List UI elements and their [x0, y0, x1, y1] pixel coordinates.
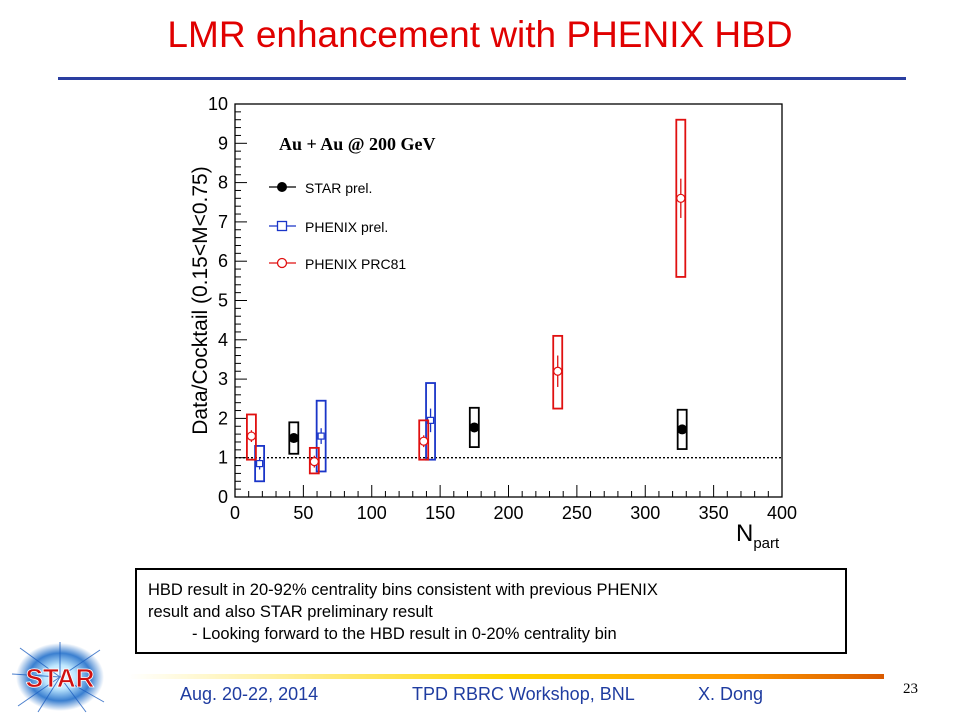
star-logo: STAR — [11, 642, 105, 713]
systematic-error-box — [425, 382, 436, 461]
data-point — [553, 366, 563, 376]
y-tick-label: 3 — [218, 369, 228, 389]
footer-author: X. Dong — [698, 684, 764, 704]
x-tick-label: 250 — [562, 503, 592, 523]
y-tick-label: 0 — [218, 487, 228, 507]
data-point — [288, 433, 299, 444]
legend-label: PHENIX PRC81 — [305, 256, 406, 272]
summary-note-line-1: HBD result in 20-92% centrality bins con… — [148, 581, 658, 599]
summary-note-line-3: - Looking forward to the HBD result in 0… — [192, 625, 617, 643]
x-tick-label: 350 — [699, 503, 729, 523]
y-tick-label: 8 — [218, 173, 228, 193]
x-tick-label: 150 — [425, 503, 455, 523]
data-point — [676, 193, 686, 203]
legend-label: STAR prel. — [305, 180, 372, 196]
star-logo-tracks — [11, 642, 105, 713]
legend-label: PHENIX prel. — [305, 219, 388, 235]
ratio-chart: 0 50 100 150 200 250 300 350 400 0 1 2 3 4 5 6 7 8 9 10 Data… — [189, 94, 797, 552]
y-tick-label: 9 — [218, 133, 228, 153]
legend-marker — [276, 220, 288, 232]
y-tick-label: 7 — [218, 212, 228, 232]
slide-title: LMR enhancement with PHENIX HBD — [167, 14, 793, 55]
data-point — [309, 457, 319, 467]
x-axis-label: Npart — [736, 520, 780, 552]
x-tick-label: 100 — [357, 503, 387, 523]
collision-system-label: Au + Au @ 200 GeV — [279, 134, 436, 154]
data-point — [246, 431, 257, 441]
y-tick-label: 4 — [218, 330, 228, 350]
summary-note-line-2: result and also STAR preliminary result — [148, 603, 433, 621]
data-point — [677, 424, 688, 435]
systematic-error-box — [418, 419, 430, 461]
footer-event: TPD RBRC Workshop, BNL — [412, 684, 635, 704]
x-tick-label: 300 — [630, 503, 660, 523]
footer-date: Aug. 20-22, 2014 — [180, 684, 319, 704]
data-point — [256, 459, 264, 468]
title-divider — [58, 77, 906, 80]
y-tick-label: 1 — [218, 448, 228, 468]
x-tick-label: 200 — [493, 503, 523, 523]
data-point — [317, 432, 325, 440]
y-tick-label: 2 — [218, 408, 228, 428]
legend-marker — [276, 257, 288, 269]
y-tick-label: 5 — [218, 291, 228, 311]
systematic-error-box — [246, 413, 257, 461]
y-tick-label: 6 — [218, 251, 228, 271]
star-logo-text: STAR — [26, 663, 95, 693]
footer-divider — [128, 674, 884, 679]
systematic-error-box — [315, 399, 327, 473]
y-tick-label: 10 — [208, 94, 228, 114]
systematic-error-box — [308, 446, 320, 475]
systematic-error-box — [254, 445, 266, 483]
x-tick-label: 50 — [293, 503, 313, 523]
data-point — [469, 422, 480, 433]
x-tick-label: 400 — [767, 503, 797, 523]
data-point — [419, 436, 429, 446]
page-number: 23 — [903, 681, 918, 697]
summary-note: HBD result in 20-92% centrality bins con… — [135, 568, 847, 654]
y-axis-label: Data/Cocktail (0.15<M<0.75) — [189, 166, 212, 434]
systematic-error-box — [552, 334, 564, 410]
x-tick-label: 0 — [230, 503, 240, 523]
legend-marker — [277, 182, 287, 192]
